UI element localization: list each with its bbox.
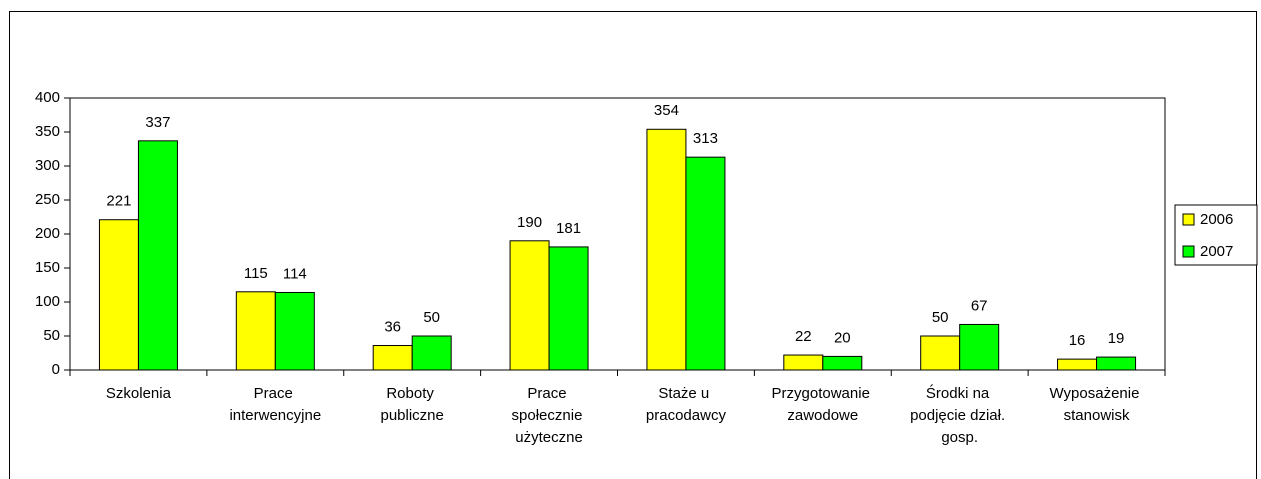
- x-tick-label: Prace interwencyjne: [229, 385, 321, 424]
- data-label: 16: [1069, 332, 1086, 349]
- data-label: 67: [971, 297, 988, 314]
- y-tick-label: 300: [35, 157, 60, 174]
- data-label: 181: [556, 220, 581, 237]
- x-tick-label: Staże u pracodawcy: [646, 385, 727, 424]
- data-label: 313: [693, 130, 718, 147]
- data-label: 115: [244, 265, 268, 282]
- bar: [646, 128, 687, 371]
- legend-label: 2007: [1200, 243, 1233, 260]
- bar: [372, 345, 413, 371]
- y-tick-label: 150: [35, 259, 60, 276]
- y-tick-label: 100: [35, 293, 60, 310]
- y-tick-label: 350: [35, 123, 60, 140]
- x-tick-label: Roboty publiczne: [380, 385, 443, 424]
- bar: [274, 291, 315, 371]
- data-label: 22: [795, 328, 812, 345]
- x-tick-label: Środki na podjęcie dział. gosp.: [910, 384, 1009, 446]
- plot-area: [69, 97, 1166, 371]
- bar: [411, 335, 452, 371]
- data-label: 337: [145, 114, 170, 131]
- y-tick-label: 0: [52, 361, 60, 378]
- bar: [509, 240, 550, 371]
- data-label: 190: [517, 214, 542, 231]
- y-tick-label: 200: [35, 225, 60, 242]
- data-label: 354: [654, 102, 679, 119]
- bar: [685, 156, 726, 371]
- data-label: 221: [106, 193, 131, 210]
- bar: [548, 246, 589, 371]
- y-tick-label: 400: [35, 89, 60, 106]
- data-label: 50: [423, 309, 440, 326]
- bar: [1096, 356, 1137, 371]
- bar: [137, 140, 178, 371]
- legend-label: 2006: [1200, 211, 1233, 228]
- bar: [235, 291, 276, 371]
- legend-swatch: [1182, 213, 1195, 226]
- bar: [920, 335, 961, 371]
- data-label: 19: [1108, 330, 1125, 347]
- x-tick-label: Prace społecznie użyteczne: [512, 385, 587, 446]
- data-label: 20: [834, 329, 851, 346]
- bar: [822, 355, 863, 371]
- bar: [1057, 358, 1098, 371]
- data-label: 50: [932, 309, 949, 326]
- bar: [783, 354, 824, 371]
- y-tick-label: 250: [35, 191, 60, 208]
- y-tick-label: 50: [43, 327, 60, 344]
- x-tick-label: Wyposażenie stanowisk: [1050, 385, 1144, 424]
- data-label: 114: [283, 265, 307, 282]
- bar: [959, 323, 1000, 371]
- legend-swatch: [1182, 245, 1195, 258]
- data-label: 36: [384, 318, 401, 335]
- x-tick-label: Przygotowanie zawodowe: [772, 385, 875, 424]
- x-tick-label: Szkolenia: [106, 385, 172, 402]
- bar: [98, 219, 139, 371]
